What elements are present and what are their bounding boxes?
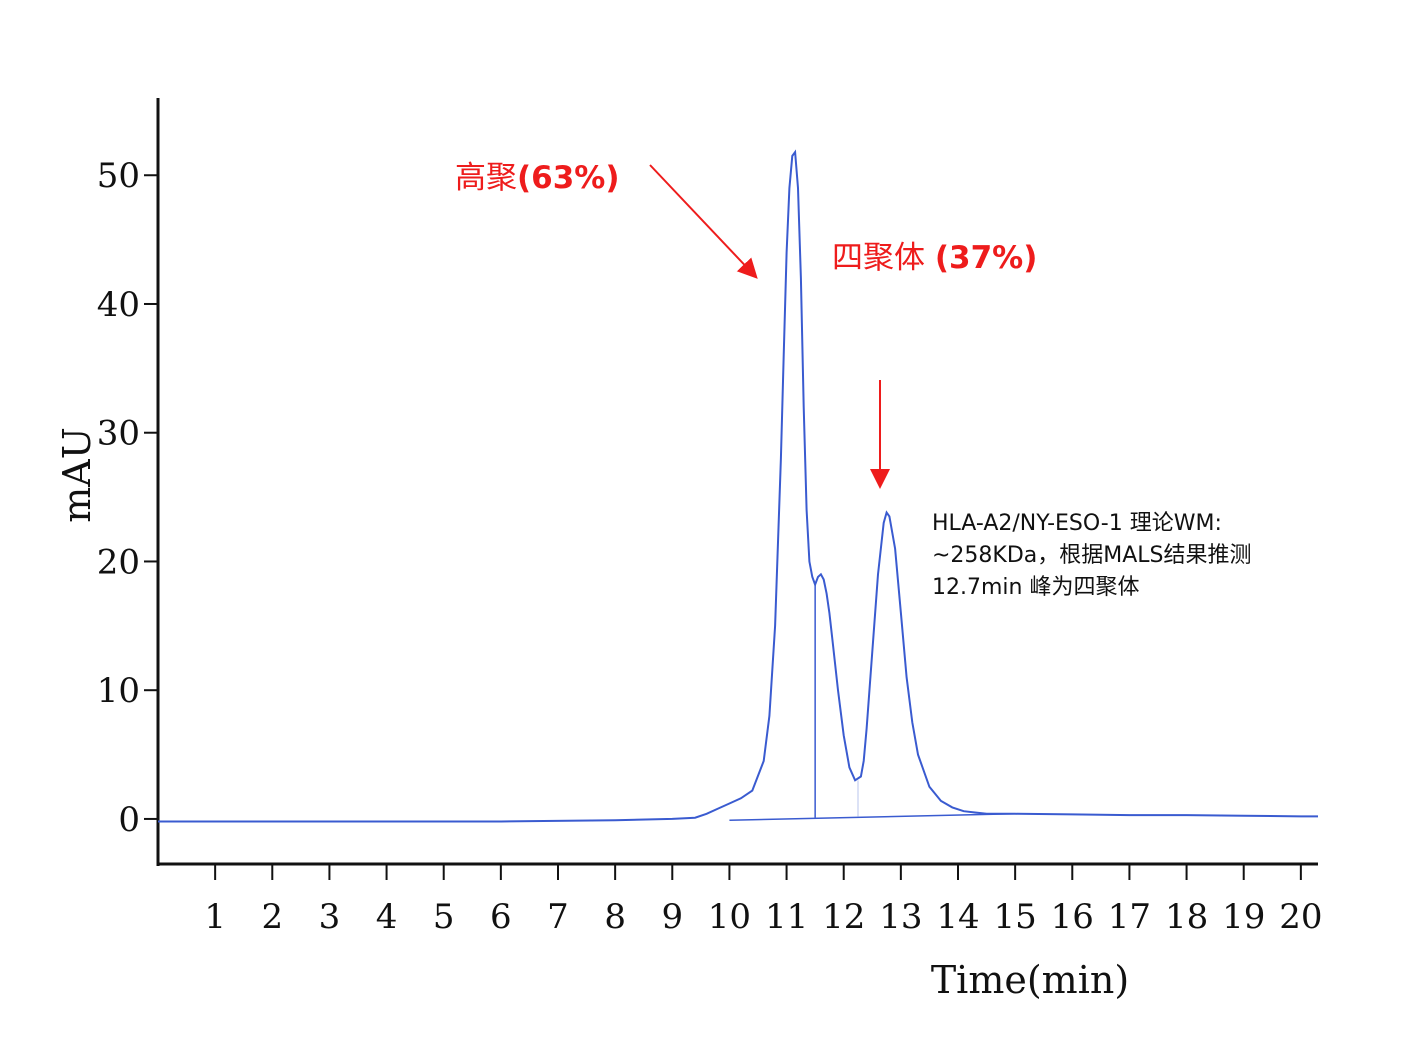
x-tick-label: 4 [376,897,398,937]
note-line-3: 12.7min 峰为四聚体 [932,575,1139,600]
x-tick-label: 18 [1165,897,1208,937]
x-tick-label: 16 [1051,897,1094,937]
annotation-aggregate-label: 高聚(63%) [455,160,620,196]
x-tick-label: 19 [1222,897,1265,937]
x-tick-label: 10 [708,897,751,937]
annotation-aggregate-arrow [649,164,758,279]
y-tick-label: 20 [97,542,140,582]
note-line-2: ~258KDa，根据MALS结果推测 [932,543,1252,568]
x-tick-label: 15 [994,897,1037,937]
x-tick-label: 11 [765,897,808,937]
x-tick-label: 13 [879,897,922,937]
annotation-aggregate-percent: (63%) [517,160,620,196]
x-tick-label: 6 [490,897,512,937]
y-axis-title: mAU [55,427,99,523]
x-tick-label: 17 [1108,897,1151,937]
x-tick-label: 2 [261,897,283,937]
x-tick-label: 3 [319,897,341,937]
y-tick-label: 10 [97,671,140,711]
note-line-1: HLA-A2/NY-ESO-1 理论WM: [932,511,1222,536]
integration-baseline [729,813,1016,821]
y-axis-ticks: 0 10 20 30 40 50 [97,156,158,840]
y-tick-label: 40 [97,285,140,325]
y-tick-label: 30 [97,414,140,454]
annotation-aggregate-text: 高聚 [455,160,517,196]
x-tick-label: 14 [936,897,979,937]
y-tick-label: 0 [118,800,140,840]
x-tick-label: 5 [433,897,455,937]
x-tick-label: 20 [1279,897,1322,937]
annotation-tetramer-percent: (37%) [935,240,1038,276]
annotation-tetramer-text: 四聚体 [832,240,935,276]
x-tick-label: 7 [547,897,569,937]
x-axis-ticks: 1 2 3 4 5 6 7 8 9 10 11 12 13 14 15 16 17 18 19 20 [204,864,1322,937]
x-tick-label: 9 [661,897,683,937]
x-tick-label: 1 [204,897,226,937]
x-tick-label: 8 [604,897,626,937]
series-line-absorbance [158,149,1318,823]
annotation-tetramer-label: 四聚体 (37%) [832,240,1037,276]
x-tick-label: 12 [822,897,865,937]
x-axis-title: Time(min) [931,958,1129,1002]
y-tick-label: 50 [97,156,140,196]
